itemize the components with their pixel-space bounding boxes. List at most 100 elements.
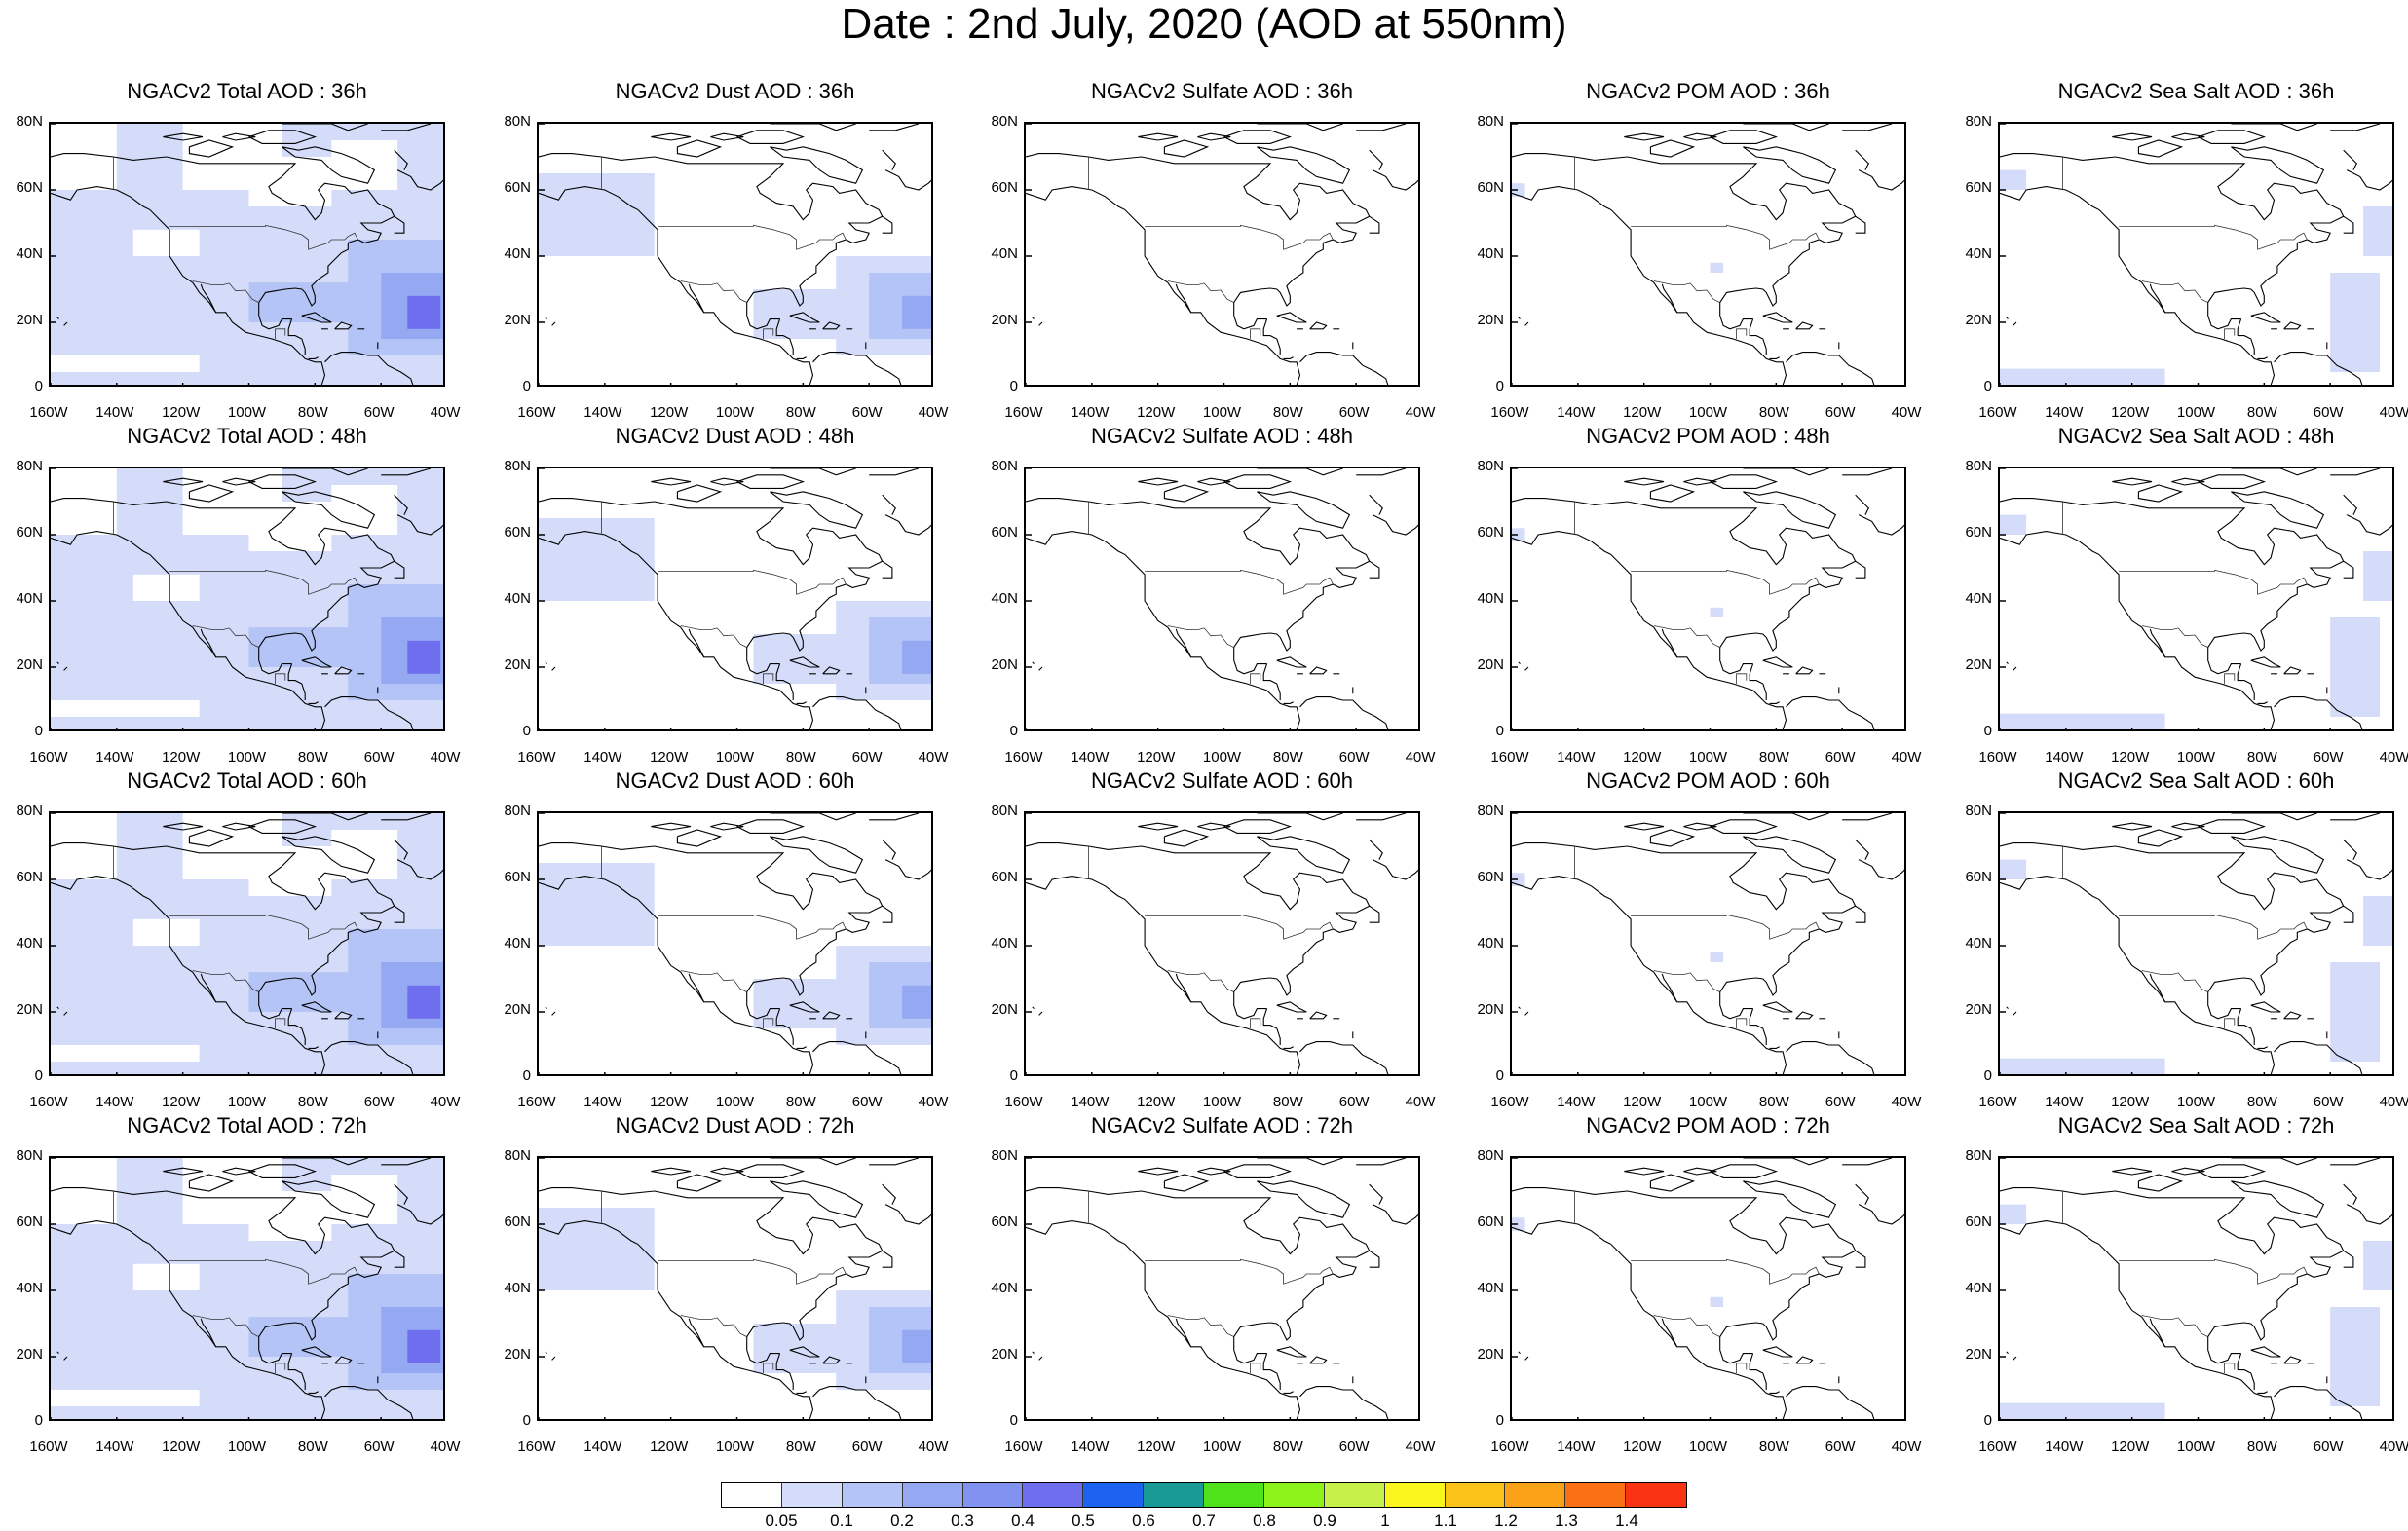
coastline	[1710, 1164, 1779, 1178]
lat-tick-label: 0	[1495, 1412, 1504, 1429]
coastline	[1786, 1041, 1875, 1074]
map-panel-seasalt-48h: NGACv2 Sea Salt AOD : 48h 80N 60N 40N 20N 0 16…	[1965, 424, 2408, 766]
map-plot-area	[537, 122, 933, 387]
aod-shading	[2000, 368, 2165, 385]
coastline	[1262, 1008, 1281, 1045]
aod-shading	[2000, 859, 2027, 879]
lon-tick-label: 120W	[162, 1438, 201, 1455]
coastline	[1858, 169, 1904, 191]
lon-tick-label: 160W	[29, 749, 68, 766]
lat-tick-label: 40N	[1477, 245, 1504, 262]
lon-tick-label: 60W	[1825, 1094, 1856, 1110]
lon-tick-label: 160W	[1490, 749, 1529, 766]
lat-tick-label: 20N	[1965, 1001, 1992, 1018]
lon-tick-label: 120W	[650, 1438, 689, 1455]
colorbar-label: 0.8	[1253, 1512, 1276, 1530]
coastline	[1257, 468, 1343, 476]
lon-tick-label: 120W	[2111, 749, 2150, 766]
coastline	[1855, 149, 1869, 170]
coastline	[2000, 498, 2345, 675]
lon-tick-label: 40W	[1891, 404, 1922, 421]
lat-tick-label: 80N	[504, 803, 531, 819]
coastline	[1769, 1046, 1780, 1049]
coastline	[1309, 1356, 1328, 1364]
lat-tick-label: 0	[1983, 1412, 1992, 1429]
map-svg	[1026, 124, 1418, 385]
aod-shading	[132, 1263, 200, 1290]
map-svg	[2000, 468, 2392, 729]
lat-tick-label: 0	[1009, 1067, 1018, 1084]
panel-title: NGACv2 Sulfate AOD : 72h	[1090, 1113, 1354, 1138]
lon-tick-label: 100W	[2176, 749, 2216, 766]
lat-tick-label: 80N	[1965, 458, 1992, 474]
coastline	[545, 661, 547, 664]
coastline	[2250, 656, 2281, 668]
colorbar-label: 0.7	[1192, 1512, 1216, 1530]
coastline	[2137, 829, 2184, 847]
coastline	[394, 1250, 405, 1268]
coastline	[301, 312, 332, 323]
coastline	[796, 1391, 807, 1394]
lat-tick-label: 40N	[1477, 590, 1504, 607]
coastline	[2198, 1164, 2267, 1178]
lon-tick-label: 160W	[1490, 1438, 1529, 1455]
coastline	[1661, 1318, 1678, 1348]
coastline	[1855, 560, 1866, 579]
coastline	[1524, 1356, 1529, 1361]
coastline	[770, 468, 856, 476]
coastline	[1512, 531, 1787, 729]
coastline	[2274, 1386, 2363, 1419]
colorbar-swatch	[1263, 1483, 1325, 1507]
lat-tick-label: 40N	[504, 590, 531, 607]
aod-shading	[132, 229, 200, 256]
country-border	[1653, 970, 1720, 992]
coastline	[789, 656, 820, 668]
lon-tick-label: 120W	[1137, 1438, 1176, 1455]
coastline	[301, 1346, 332, 1358]
coastline	[1299, 696, 1389, 729]
coastline	[1749, 663, 1767, 700]
coastline	[882, 1183, 896, 1205]
colorbar-swatch	[1505, 1483, 1566, 1507]
coastline	[1372, 1204, 1418, 1225]
country-border	[2224, 673, 2236, 684]
coastline	[1026, 531, 1301, 729]
coastline	[1512, 876, 1787, 1074]
coastline	[2231, 1180, 2325, 1218]
colorbar-label: 0.4	[1011, 1512, 1035, 1530]
lat-tick-label: 40N	[16, 935, 43, 952]
coastline	[1356, 813, 1407, 821]
country-border	[1250, 1363, 1261, 1373]
lon-tick-label: 40W	[430, 404, 461, 421]
map-panel-pom-36h: NGACv2 POM AOD : 36h 80N 60N 40N 20N 0 160W 140…	[1477, 79, 1921, 421]
coastline	[2000, 153, 2345, 330]
map-plot-area	[1510, 811, 1906, 1076]
lat-tick-label: 0	[1983, 723, 1992, 739]
country-border	[275, 1018, 286, 1028]
lon-tick-label: 160W	[29, 1438, 68, 1455]
coastline	[1624, 822, 1665, 831]
coastline	[324, 352, 414, 385]
coastline	[1283, 1391, 1294, 1394]
coastline	[1743, 491, 1837, 529]
country-border	[1167, 280, 1234, 303]
country-border	[1250, 673, 1261, 684]
aod-shading	[331, 485, 398, 535]
colorbar-swatch	[1023, 1483, 1084, 1507]
colorbar-label: 0.6	[1132, 1512, 1155, 1530]
lon-tick-label: 100W	[1202, 404, 1242, 421]
coastline	[56, 317, 59, 319]
country-border	[192, 970, 259, 992]
lon-tick-label: 120W	[162, 749, 201, 766]
panel-title: NGACv2 Sulfate AOD : 48h	[1090, 424, 1354, 448]
lat-tick-label: 80N	[991, 803, 1018, 819]
lat-tick-label: 20N	[1477, 1346, 1504, 1363]
coastline	[381, 468, 432, 476]
colorbar-swatch	[1324, 1483, 1385, 1507]
coastline	[539, 876, 814, 1074]
map-plot-area	[49, 811, 445, 1076]
coastline	[1309, 1011, 1328, 1020]
coastline	[2231, 468, 2317, 476]
lon-tick-label: 160W	[1978, 749, 2017, 766]
colorbar-label: 0.2	[890, 1512, 914, 1530]
